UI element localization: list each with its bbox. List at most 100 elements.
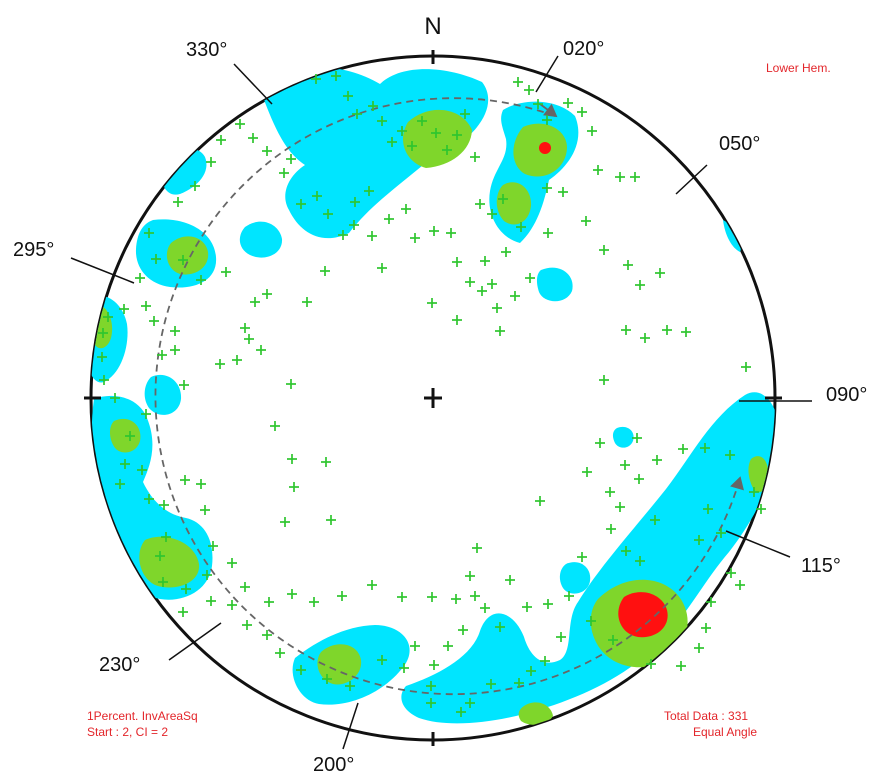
- pole-marker: [510, 291, 520, 301]
- pole-marker: [465, 571, 475, 581]
- pole-marker: [242, 620, 252, 630]
- pole-marker: [556, 632, 566, 642]
- pole-marker: [487, 209, 497, 219]
- azimuth-label-295: 295°: [13, 239, 54, 261]
- pole-marker: [275, 648, 285, 658]
- pole-marker: [475, 199, 485, 209]
- pole-marker: [615, 502, 625, 512]
- pole-marker: [170, 345, 180, 355]
- line-020: [535, 55, 559, 93]
- pole-marker: [377, 116, 387, 126]
- pole-marker: [486, 679, 496, 689]
- pole-marker: [401, 204, 411, 214]
- pole-marker: [465, 698, 475, 708]
- compass-ticks: [84, 50, 782, 746]
- pole-marker: [320, 266, 330, 276]
- pole-marker: [352, 109, 362, 119]
- pole-marker: [516, 222, 526, 232]
- pole-marker: [289, 482, 299, 492]
- pole-marker: [125, 431, 135, 441]
- pole-marker: [137, 465, 147, 475]
- pole-marker: [262, 146, 272, 156]
- pole-marker: [110, 393, 120, 403]
- pole-marker: [387, 137, 397, 147]
- contour-start-line: Start : 2, CI = 2: [87, 725, 168, 739]
- pole-marker: [700, 443, 710, 453]
- pole-marker: [215, 359, 225, 369]
- pole-marker: [756, 504, 766, 514]
- pole-marker: [157, 350, 167, 360]
- pole-marker: [525, 273, 535, 283]
- pole-marker: [115, 479, 125, 489]
- pole-markers: [97, 71, 766, 717]
- pole-marker: [587, 126, 597, 136]
- pole-marker: [417, 116, 427, 126]
- pole-marker: [427, 298, 437, 308]
- pole-marker: [227, 600, 237, 610]
- pole-marker: [431, 128, 441, 138]
- azimuth-label-020: 020°: [563, 38, 604, 60]
- pole-marker: [599, 375, 609, 385]
- pole-marker: [322, 674, 332, 684]
- pole-marker: [179, 380, 189, 390]
- pole-marker: [480, 603, 490, 613]
- pole-marker: [543, 599, 553, 609]
- stereonet-frame: N 330° 020° 050° 295° 090° 115° 230° 200…: [13, 13, 867, 776]
- pole-marker: [451, 594, 461, 604]
- line-050: [675, 164, 708, 195]
- pole-marker: [367, 231, 377, 241]
- pole-marker: [407, 141, 417, 151]
- pole-marker: [741, 362, 751, 372]
- pole-marker: [151, 254, 161, 264]
- pole-marker: [487, 279, 497, 289]
- pole-marker: [442, 145, 452, 155]
- pole-marker: [694, 535, 704, 545]
- pole-marker: [465, 277, 475, 287]
- pole-marker: [543, 228, 553, 238]
- pole-marker: [646, 659, 656, 669]
- pole-marker: [595, 438, 605, 448]
- pole-marker: [735, 580, 745, 590]
- pole-marker: [535, 496, 545, 506]
- pole-marker: [262, 630, 272, 640]
- pole-marker: [397, 592, 407, 602]
- pole-marker: [460, 109, 470, 119]
- pole-marker: [248, 133, 258, 143]
- pole-marker: [206, 157, 216, 167]
- pole-marker: [480, 256, 490, 266]
- pole-marker: [655, 268, 665, 278]
- pole-marker: [501, 247, 511, 257]
- azimuth-label-230: 230°: [99, 654, 140, 676]
- pole-marker: [190, 181, 200, 191]
- azimuth-lines: [70, 55, 812, 750]
- pole-marker: [606, 524, 616, 534]
- pole-marker: [331, 71, 341, 81]
- pole-marker: [309, 597, 319, 607]
- pole-marker: [582, 467, 592, 477]
- pole-marker: [634, 474, 644, 484]
- pole-marker: [426, 681, 436, 691]
- total-data-label: Total Data : 331: [664, 709, 748, 723]
- pole-marker: [232, 355, 242, 365]
- line-230: [168, 622, 222, 661]
- line-200: [342, 702, 359, 750]
- pole-marker: [593, 165, 603, 175]
- pole-marker: [458, 625, 468, 635]
- pole-marker: [286, 154, 296, 164]
- pole-marker: [526, 666, 536, 676]
- pole-marker: [350, 197, 360, 207]
- pole-marker: [632, 433, 642, 443]
- pole-marker: [621, 325, 631, 335]
- pole-marker: [345, 681, 355, 691]
- line-295: [70, 257, 135, 284]
- pole-marker: [227, 558, 237, 568]
- pole-marker: [586, 616, 596, 626]
- strike-arc-arrow-north: [539, 103, 558, 118]
- pole-marker: [749, 487, 759, 497]
- pole-marker: [206, 596, 216, 606]
- pole-marker: [367, 580, 377, 590]
- pole-marker: [337, 591, 347, 601]
- north-label: N: [424, 13, 441, 40]
- azimuth-label-200: 200°: [313, 754, 354, 776]
